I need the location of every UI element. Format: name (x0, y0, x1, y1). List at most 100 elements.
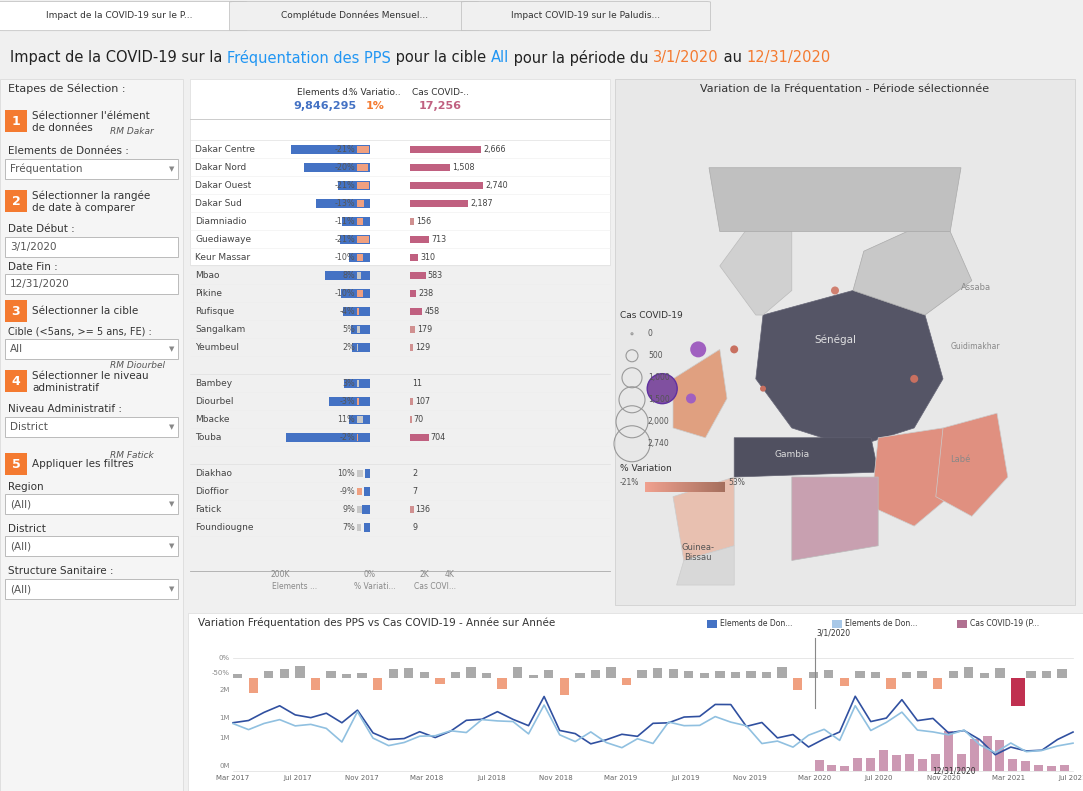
Bar (653, 668, 663, 678)
Text: -21%: -21% (619, 478, 639, 486)
Bar (684, 671, 693, 678)
Text: Mar 2020: Mar 2020 (798, 775, 831, 781)
Text: 2: 2 (412, 468, 417, 478)
Bar (5, 300, 27, 322)
Bar (871, 672, 880, 678)
Bar (286, 433, 370, 442)
Text: Mbacke: Mbacke (195, 414, 230, 424)
Bar (410, 308, 422, 315)
Text: 3/1/2020: 3/1/2020 (653, 51, 719, 65)
Text: 7: 7 (413, 486, 417, 496)
Text: Region: Region (8, 482, 43, 492)
Bar (357, 200, 364, 207)
Bar (809, 672, 818, 678)
Bar (931, 755, 940, 771)
Text: Jul 2020: Jul 2020 (865, 775, 893, 781)
Polygon shape (734, 437, 878, 477)
Text: 11: 11 (413, 379, 422, 388)
Text: Nov 2017: Nov 2017 (345, 775, 379, 781)
Text: 5%: 5% (342, 324, 355, 334)
Text: administratif: administratif (32, 383, 99, 393)
Bar (357, 236, 368, 243)
Bar (290, 145, 370, 154)
Bar (778, 668, 786, 678)
Text: Bambey: Bambey (195, 379, 232, 388)
Text: 2M: 2M (220, 687, 230, 693)
Bar (357, 524, 361, 531)
Text: Dioffior: Dioffior (195, 486, 229, 496)
Text: ▼: ▼ (169, 166, 174, 172)
Text: 1M: 1M (220, 715, 230, 721)
Text: 500: 500 (648, 351, 663, 360)
Bar (342, 675, 351, 678)
Bar (591, 670, 600, 678)
Bar (357, 254, 363, 261)
Text: 9: 9 (413, 523, 417, 532)
Text: Touba: Touba (195, 433, 221, 441)
Bar (943, 731, 953, 771)
Text: 310: 310 (420, 252, 435, 262)
Text: 4K: 4K (445, 570, 455, 579)
Text: pour la période du: pour la période du (509, 50, 653, 66)
Text: Foundiougne: Foundiougne (195, 523, 253, 532)
Text: Impact COVID-19 sur le Paludis...: Impact COVID-19 sur le Paludis... (511, 11, 661, 20)
Bar (342, 217, 370, 226)
Circle shape (831, 286, 839, 294)
Text: 0: 0 (648, 329, 653, 339)
Text: Impact de la COVID-19 sur la: Impact de la COVID-19 sur la (10, 51, 227, 65)
Text: 458: 458 (425, 307, 440, 316)
Bar (349, 415, 370, 424)
Text: 12/31/2020: 12/31/2020 (746, 51, 831, 65)
Bar (840, 766, 849, 771)
Bar (325, 271, 370, 280)
Text: -10%: -10% (335, 289, 355, 297)
Polygon shape (792, 477, 878, 561)
Text: Keur Massar: Keur Massar (195, 252, 250, 262)
Bar (5, 237, 178, 257)
Bar (1047, 766, 1056, 771)
Polygon shape (720, 232, 792, 315)
Bar (338, 181, 370, 190)
Bar (190, 79, 610, 265)
Bar (329, 397, 370, 406)
Text: 3/1/2020: 3/1/2020 (817, 628, 850, 637)
Bar (410, 146, 481, 153)
Bar (560, 678, 569, 695)
Text: All: All (491, 51, 509, 65)
Bar (357, 146, 368, 153)
Bar (731, 672, 740, 678)
Bar (373, 678, 382, 690)
Text: -50%: -50% (212, 670, 230, 676)
Bar (5, 370, 27, 392)
Polygon shape (756, 290, 943, 448)
Bar (344, 379, 370, 388)
Bar (357, 488, 362, 495)
Text: Yeumbeul: Yeumbeul (195, 343, 239, 352)
Text: 12/31/2020: 12/31/2020 (10, 279, 69, 289)
Text: 583: 583 (428, 271, 443, 279)
FancyBboxPatch shape (461, 2, 710, 31)
Bar (606, 667, 615, 678)
Text: -21%: -21% (335, 145, 355, 153)
Bar (497, 678, 507, 689)
Bar (357, 182, 368, 189)
Text: Fatick: Fatick (195, 505, 221, 513)
Bar (615, 79, 1075, 605)
Text: Dakar Ouest: Dakar Ouest (195, 180, 251, 190)
Bar (410, 164, 451, 171)
Text: Mar 2019: Mar 2019 (604, 775, 637, 781)
Bar (363, 505, 370, 514)
Bar (410, 272, 426, 279)
Text: 2,187: 2,187 (470, 199, 493, 207)
Text: 53%: 53% (728, 478, 745, 486)
Text: Sélectionner l'élément: Sélectionner l'élément (32, 111, 149, 121)
Text: Jul 2021: Jul 2021 (1059, 775, 1083, 781)
Text: Sélectionner la cible: Sélectionner la cible (32, 306, 139, 316)
Text: Guidimakhar: Guidimakhar (950, 343, 1000, 351)
Bar (892, 755, 901, 771)
Bar (340, 235, 370, 244)
Text: -4%: -4% (339, 307, 355, 316)
Text: Structure Sanitaire :: Structure Sanitaire : (8, 566, 114, 576)
Text: 0%: 0% (364, 570, 376, 579)
Polygon shape (853, 232, 971, 315)
